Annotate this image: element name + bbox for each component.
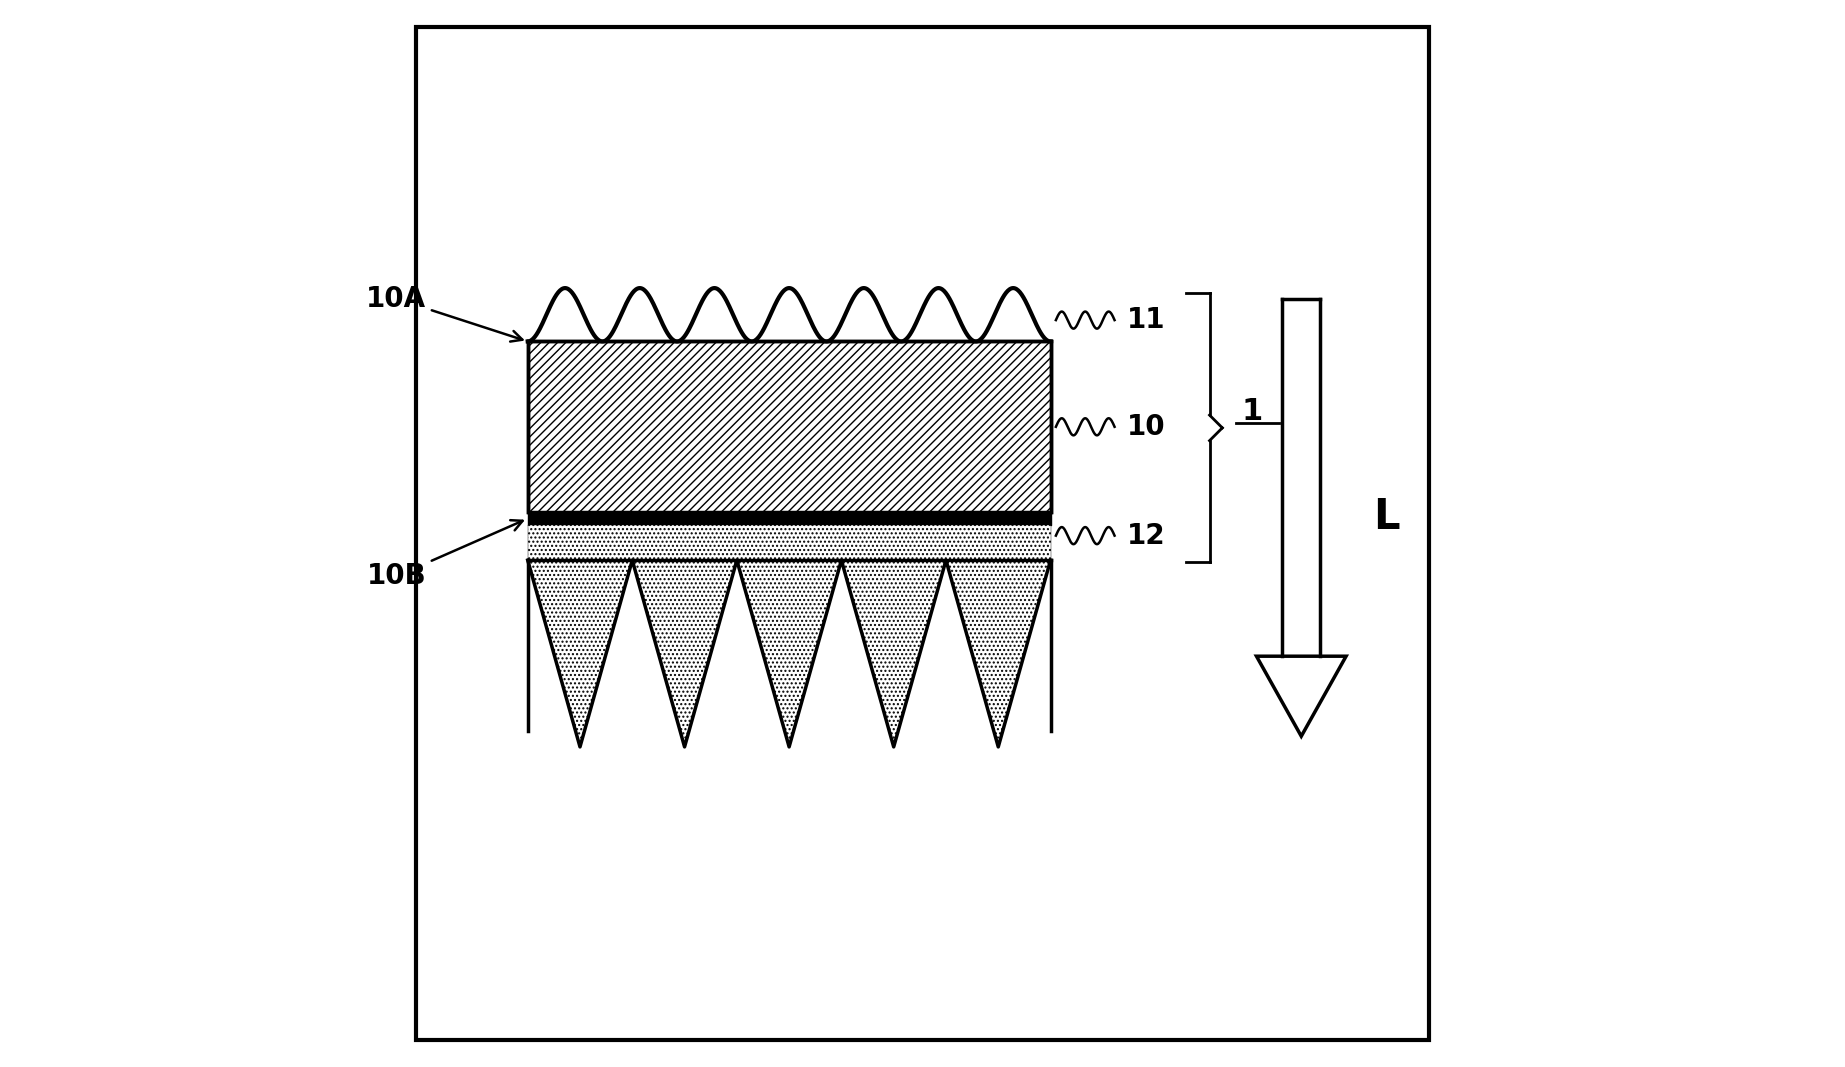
Text: L: L	[1373, 496, 1399, 539]
Polygon shape	[528, 525, 1050, 560]
Text: 10A: 10A	[365, 285, 522, 341]
Polygon shape	[1256, 656, 1347, 736]
Text: 10B: 10B	[367, 521, 522, 590]
Polygon shape	[528, 560, 1050, 747]
Text: 11: 11	[1127, 306, 1166, 334]
Text: 1: 1	[1242, 397, 1262, 427]
Polygon shape	[528, 341, 1050, 512]
Text: 12: 12	[1127, 522, 1166, 550]
Text: 10: 10	[1127, 413, 1166, 441]
